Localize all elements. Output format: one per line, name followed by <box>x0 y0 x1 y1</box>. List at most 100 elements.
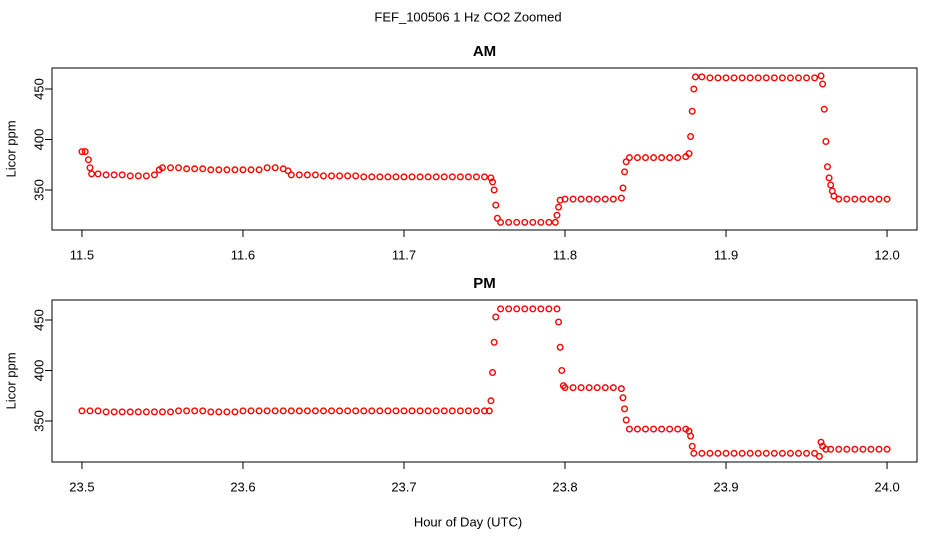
data-point <box>464 173 472 181</box>
data-point <box>883 445 891 453</box>
data-point <box>384 173 392 181</box>
data-point <box>416 407 424 415</box>
data-point <box>485 407 493 415</box>
x-tick-label: 23.6 <box>230 479 255 494</box>
data-point <box>86 407 94 415</box>
data-point <box>440 173 448 181</box>
y-tick-label: 400 <box>31 360 46 382</box>
data-point <box>352 407 360 415</box>
data-point <box>601 195 609 203</box>
data-point <box>368 407 376 415</box>
data-point <box>392 173 400 181</box>
data-point <box>481 407 489 415</box>
plot-frame <box>51 299 918 463</box>
data-point <box>688 442 696 450</box>
data-point <box>490 338 498 346</box>
data-point <box>368 173 376 181</box>
data-point <box>687 432 695 440</box>
data-point <box>622 416 630 424</box>
data-point <box>650 154 658 162</box>
data-point <box>827 181 835 189</box>
x-tick-label: 11.8 <box>553 247 577 262</box>
data-point <box>102 171 110 179</box>
data-point <box>81 148 89 156</box>
data-point <box>440 407 448 415</box>
data-point <box>110 408 118 416</box>
data-point <box>376 173 384 181</box>
data-point <box>537 218 545 226</box>
data-point <box>231 408 239 416</box>
data-point <box>754 74 762 82</box>
data-point <box>513 218 521 226</box>
data-point <box>126 408 134 416</box>
data-point <box>492 313 500 321</box>
data-point <box>279 407 287 415</box>
data-point <box>134 408 142 416</box>
data-point <box>311 407 319 415</box>
data-point <box>875 195 883 203</box>
data-point <box>336 172 344 180</box>
data-point <box>472 407 480 415</box>
x-tick-label: 23.7 <box>391 479 416 494</box>
x-tick-label: 23.8 <box>552 479 577 494</box>
x-tick-label: 23.9 <box>713 479 738 494</box>
data-point <box>817 438 825 446</box>
data-point <box>487 397 495 405</box>
data-point <box>658 154 666 162</box>
data-point <box>505 305 513 313</box>
data-point <box>505 218 513 226</box>
data-point <box>158 408 166 416</box>
data-point <box>811 449 819 457</box>
data-point <box>521 218 529 226</box>
data-point <box>786 449 794 457</box>
x-tick-label: 11.7 <box>392 247 416 262</box>
data-point <box>621 405 629 413</box>
data-point <box>295 407 303 415</box>
data-point <box>134 172 142 180</box>
data-point <box>271 407 279 415</box>
data-point <box>685 150 693 158</box>
data-point <box>199 407 207 415</box>
data-point <box>867 195 875 203</box>
data-point <box>553 211 561 219</box>
data-point <box>110 171 118 179</box>
data-point <box>432 173 440 181</box>
data-point <box>424 407 432 415</box>
data-point <box>360 407 368 415</box>
data-point <box>118 171 126 179</box>
data-point <box>86 164 94 172</box>
data-point <box>336 407 344 415</box>
data-point <box>344 407 352 415</box>
data-point <box>84 156 92 164</box>
data-point <box>167 164 175 172</box>
panel-title: PM <box>473 275 496 292</box>
data-point <box>722 74 730 82</box>
data-point <box>650 425 658 433</box>
y-tick-label: 450 <box>31 78 46 100</box>
data-point <box>658 425 666 433</box>
data-point <box>94 407 102 415</box>
data-point <box>859 195 867 203</box>
data-point <box>746 449 754 457</box>
data-point <box>287 407 295 415</box>
data-point <box>786 74 794 82</box>
data-point <box>770 74 778 82</box>
data-point <box>424 173 432 181</box>
data-point <box>247 407 255 415</box>
data-point <box>803 74 811 82</box>
data-point <box>553 305 561 313</box>
data-point <box>167 408 175 416</box>
x-tick-label: 11.5 <box>70 247 94 262</box>
panel-title: AM <box>473 43 496 60</box>
data-point <box>625 154 633 162</box>
data-point <box>827 445 835 453</box>
data-point <box>569 195 577 203</box>
data-point <box>175 164 183 172</box>
data-point <box>328 407 336 415</box>
data-point <box>691 73 699 81</box>
data-point <box>183 165 191 173</box>
data-point <box>191 407 199 415</box>
data-point <box>674 425 682 433</box>
data-point <box>175 407 183 415</box>
